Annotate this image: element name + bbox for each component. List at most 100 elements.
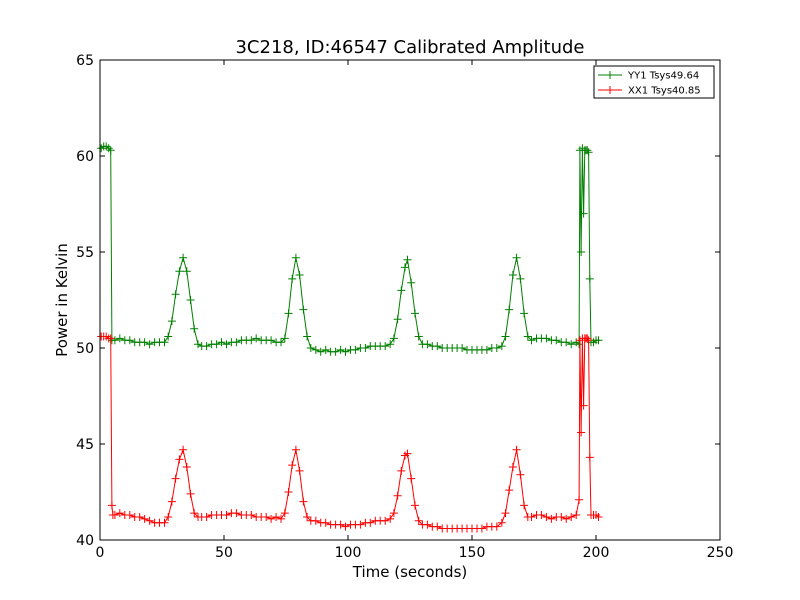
data-point (557, 513, 566, 521)
data-point (167, 317, 176, 326)
data-point (110, 511, 119, 519)
data-point (125, 336, 134, 345)
data-point (386, 514, 395, 523)
data-point (523, 332, 532, 341)
data-point (501, 332, 510, 341)
data-point (575, 340, 584, 349)
data-point (267, 336, 276, 345)
data-point (303, 513, 312, 521)
data-point (106, 146, 115, 155)
data-point (186, 489, 195, 498)
data-point (247, 336, 256, 345)
data-point (505, 486, 514, 495)
data-point (182, 267, 191, 276)
data-point (232, 338, 241, 347)
x-tick-label: 200 (583, 545, 610, 561)
data-point (179, 445, 188, 454)
data-point (280, 509, 289, 518)
series-line-xx1 (101, 336, 599, 529)
data-point (389, 334, 398, 343)
data-point (527, 336, 536, 345)
data-point (277, 338, 285, 347)
data-point (497, 518, 506, 527)
y-axis-label: Power in Kelvin (53, 243, 71, 357)
data-point (542, 334, 551, 343)
data-point (267, 514, 276, 523)
data-point (190, 324, 199, 333)
y-tick-label: 65 (76, 53, 94, 69)
series-xx1 (97, 332, 603, 533)
data-point (458, 344, 467, 352)
legend-label: XX1 Tsys40.85 (628, 86, 701, 97)
data-point (356, 520, 365, 529)
data-point (594, 513, 603, 521)
data-point (295, 466, 304, 475)
data-point (366, 518, 375, 527)
data-point (341, 347, 350, 356)
data-point (252, 334, 261, 343)
data-point (182, 463, 191, 471)
data-point (477, 524, 486, 533)
x-tick-label: 150 (459, 545, 486, 561)
data-point (407, 278, 416, 287)
data-point (321, 518, 330, 527)
data-point (341, 522, 350, 531)
legend-item-yy1: YY1 Tsys49.64 (598, 71, 699, 82)
data-point (579, 401, 588, 410)
data-point (125, 511, 134, 519)
data-point (171, 290, 180, 299)
data-point (505, 305, 514, 314)
data-point (584, 148, 593, 157)
data-point (567, 513, 576, 521)
data-point (107, 501, 116, 510)
data-point (164, 513, 173, 521)
data-point (585, 453, 594, 462)
series-yy1 (97, 142, 603, 356)
data-point (280, 334, 289, 343)
data-point (512, 253, 521, 262)
data-point (585, 274, 594, 283)
data-point (288, 461, 297, 470)
y-tick-label: 45 (76, 437, 94, 453)
data-point (160, 518, 169, 527)
x-axis-label: Time (seconds) (352, 563, 468, 581)
data-point (403, 255, 412, 264)
x-tick-label: 100 (335, 545, 362, 561)
data-point (381, 342, 390, 351)
data-point (164, 332, 173, 341)
data-point (572, 511, 581, 519)
data-point (321, 345, 330, 354)
data-point (202, 513, 211, 521)
data-point (381, 516, 390, 525)
data-point (583, 334, 592, 343)
data-point (542, 513, 551, 521)
data-point (299, 497, 308, 506)
data-point (194, 340, 202, 349)
data-point (401, 263, 409, 272)
data-point (262, 513, 271, 521)
data-point (579, 209, 588, 218)
data-point (414, 332, 423, 341)
data-point (217, 338, 226, 347)
data-point (179, 253, 188, 262)
data-point (167, 497, 176, 506)
y-tick-label: 55 (76, 245, 94, 261)
data-point (299, 305, 308, 314)
y-tick-label: 50 (76, 341, 94, 357)
x-tick-label: 0 (96, 545, 105, 561)
data-point (577, 428, 586, 437)
legend-marker (606, 71, 614, 79)
data-point (397, 466, 406, 475)
data-point (115, 334, 124, 343)
data-point (433, 342, 442, 351)
data-point (407, 474, 416, 483)
plot-frame (99, 59, 721, 541)
data-point (311, 345, 320, 354)
data-point (306, 344, 315, 352)
x-tick-label: 50 (215, 545, 233, 561)
data-point (361, 344, 370, 352)
data-point (175, 455, 184, 464)
data-point (393, 315, 402, 324)
data-point (386, 340, 395, 349)
